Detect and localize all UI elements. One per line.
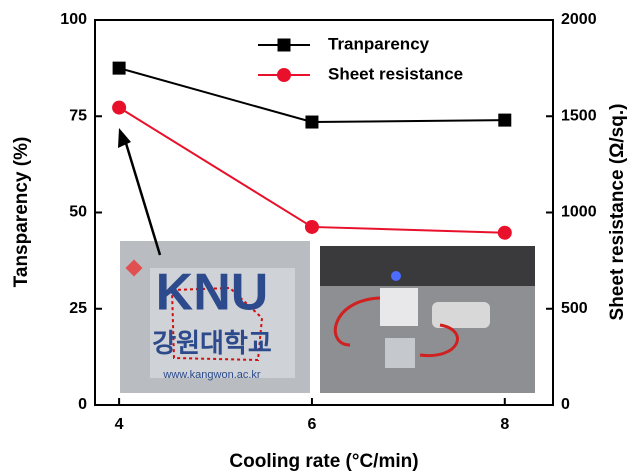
y2-tick-label: 2000 (561, 11, 597, 28)
y-tick-label: 50 (69, 204, 87, 221)
y-tick-label: 75 (69, 107, 87, 124)
x-tick-label: 4 (115, 416, 124, 433)
legend-label: Sheet resistance (328, 64, 463, 83)
photo-block (380, 288, 418, 326)
arrow-head (118, 128, 131, 148)
inset-photos: KNU 강원대학교 www.kangwon.ac.kr (120, 241, 535, 393)
led (391, 271, 401, 281)
inset-text: 강원대학교 (152, 328, 272, 358)
inset-text: KNU (156, 264, 269, 322)
sample (385, 338, 415, 368)
y2-tick-label: 1000 (561, 204, 597, 221)
arrow (125, 140, 160, 255)
y-tick-label: 25 (69, 300, 87, 317)
y-axis-label: Tansparency (%) (11, 137, 32, 288)
inset-text: www.kangwon.ac.kr (162, 369, 261, 381)
x-axis-label: Cooling rate (°C/min) (229, 451, 418, 472)
data-point (498, 114, 511, 127)
y2-tick-label: 500 (561, 300, 588, 317)
y-tick-label: 100 (60, 11, 87, 28)
x-tick-label: 8 (500, 416, 509, 433)
chart: KNU 강원대학교 www.kangwon.ac.kr Cooling rate… (0, 0, 635, 472)
data-point (305, 116, 318, 129)
y2-axis-label: Sheet resistance (Ω/sq.) (607, 104, 628, 321)
x-tick-label: 6 (307, 416, 316, 433)
y-tick-label: 0 (78, 396, 87, 413)
legend-marker (278, 39, 291, 52)
data-point (113, 62, 126, 75)
data-point (498, 226, 512, 240)
data-point (112, 101, 126, 115)
legend-label: Tranparency (328, 34, 430, 53)
y2-tick-label: 1500 (561, 107, 597, 124)
y2-tick-label: 0 (561, 396, 570, 413)
legend-marker (277, 68, 291, 82)
photo-background (320, 246, 535, 286)
data-point (305, 220, 319, 234)
